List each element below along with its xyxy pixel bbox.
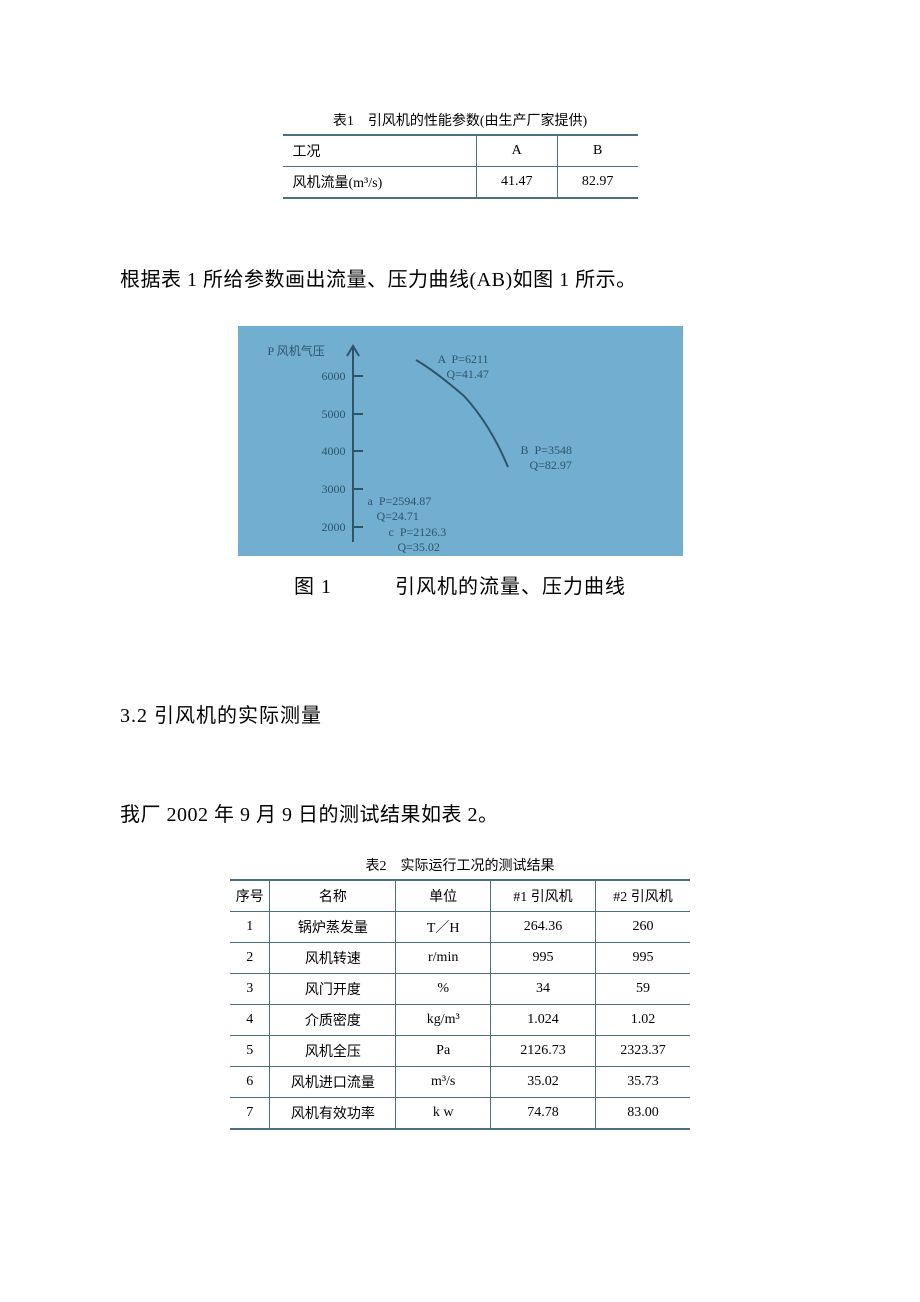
paragraph-2: 我厂 2002 年 9 月 9 日的测试结果如表 2。: [120, 798, 800, 827]
cell: 2: [230, 943, 270, 974]
cell: 锅炉蒸发量: [270, 912, 396, 943]
cell: A: [476, 135, 557, 167]
cell: 59: [595, 974, 690, 1005]
cell: Pa: [396, 1036, 491, 1067]
cell: 2323.37: [595, 1036, 690, 1067]
cell: 35.73: [595, 1067, 690, 1098]
cell: 7: [230, 1098, 270, 1130]
paragraph-1: 根据表 1 所给参数画出流量、压力曲线(AB)如图 1 所示。: [120, 264, 800, 296]
th-name: 名称: [270, 880, 396, 912]
table-row: 3风门开度%3459: [230, 974, 690, 1005]
cell: 41.47: [476, 167, 557, 199]
cell: 风机全压: [270, 1036, 396, 1067]
cell: 4: [230, 1005, 270, 1036]
cell: m³/s: [396, 1067, 491, 1098]
cell: 风机进口流量: [270, 1067, 396, 1098]
th-seq: 序号: [230, 880, 270, 912]
cell: 介质密度: [270, 1005, 396, 1036]
chart-point-label-a-lower: a P=2594.87 Q=24.71: [368, 494, 432, 524]
figure1-caption: 图 1 引风机的流量、压力曲线: [120, 570, 800, 599]
table2-wrap: 表2 实际运行工况的测试结果 序号 名称 单位 #1 引风机 #2 引风机 1锅…: [230, 855, 690, 1130]
cell: r/min: [396, 943, 491, 974]
cell: 82.97: [557, 167, 637, 199]
ytick-label: 3000: [306, 482, 346, 497]
cell: T／H: [396, 912, 491, 943]
figure1-chart: P 风机气压 2000 3000 4000 5000 6000 A P=6211…: [238, 326, 683, 556]
cell: 995: [490, 943, 595, 974]
table-row: 2风机转速r/min995995: [230, 943, 690, 974]
chart-point-label-c: c P=2126.3 Q=35.02: [389, 525, 447, 555]
cell: 3: [230, 974, 270, 1005]
table-header-row: 序号 名称 单位 #1 引风机 #2 引风机: [230, 880, 690, 912]
cell: B: [557, 135, 637, 167]
table-row: 工况 A B: [283, 135, 638, 167]
table2-body: 1锅炉蒸发量T／H264.362602风机转速r/min9959953风门开度%…: [230, 912, 690, 1130]
table1-wrap: 表1 引风机的性能参数(由生产厂家提供) 工况 A B 风机流量(m³/s) 4…: [283, 110, 638, 199]
ytick-label: 5000: [306, 407, 346, 422]
cell: 工况: [283, 135, 477, 167]
cell: 风机转速: [270, 943, 396, 974]
th-v1: #1 引风机: [490, 880, 595, 912]
table2-title: 表2 实际运行工况的测试结果: [230, 855, 690, 879]
table-row: 风机流量(m³/s) 41.47 82.97: [283, 167, 638, 199]
cell: 风机有效功率: [270, 1098, 396, 1130]
table1: 工况 A B 风机流量(m³/s) 41.47 82.97: [283, 134, 638, 199]
cell: 风门开度: [270, 974, 396, 1005]
th-v2: #2 引风机: [595, 880, 690, 912]
cell: 34: [490, 974, 595, 1005]
table-row: 1锅炉蒸发量T／H264.36260: [230, 912, 690, 943]
cell: 35.02: [490, 1067, 595, 1098]
table-row: 4介质密度kg/m³1.0241.02: [230, 1005, 690, 1036]
cell: 1.024: [490, 1005, 595, 1036]
cell: 2126.73: [490, 1036, 595, 1067]
cell: 5: [230, 1036, 270, 1067]
chart-point-label-a-upper: A P=6211 Q=41.47: [438, 352, 489, 382]
cell: k w: [396, 1098, 491, 1130]
chart-point-label-b: B P=3548 Q=82.97: [521, 443, 572, 473]
cell: %: [396, 974, 491, 1005]
table2: 序号 名称 单位 #1 引风机 #2 引风机 1锅炉蒸发量T／H264.3626…: [230, 879, 690, 1130]
table1-title: 表1 引风机的性能参数(由生产厂家提供): [283, 110, 638, 134]
table-row: 7风机有效功率k w74.7883.00: [230, 1098, 690, 1130]
cell: 1: [230, 912, 270, 943]
cell: 74.78: [490, 1098, 595, 1130]
cell: 6: [230, 1067, 270, 1098]
table-row: 5风机全压Pa2126.732323.37: [230, 1036, 690, 1067]
cell: kg/m³: [396, 1005, 491, 1036]
cell: 风机流量(m³/s): [283, 167, 477, 199]
th-unit: 单位: [396, 880, 491, 912]
ytick-label: 4000: [306, 444, 346, 459]
cell: 264.36: [490, 912, 595, 943]
y-axis-label: P 风机气压: [268, 342, 325, 359]
ytick-label: 6000: [306, 369, 346, 384]
ytick-label: 2000: [306, 520, 346, 535]
cell: 995: [595, 943, 690, 974]
cell: 260: [595, 912, 690, 943]
table-row: 6风机进口流量m³/s35.0235.73: [230, 1067, 690, 1098]
cell: 1.02: [595, 1005, 690, 1036]
section-3-2-heading: 3.2 引风机的实际测量: [120, 699, 800, 728]
cell: 83.00: [595, 1098, 690, 1130]
